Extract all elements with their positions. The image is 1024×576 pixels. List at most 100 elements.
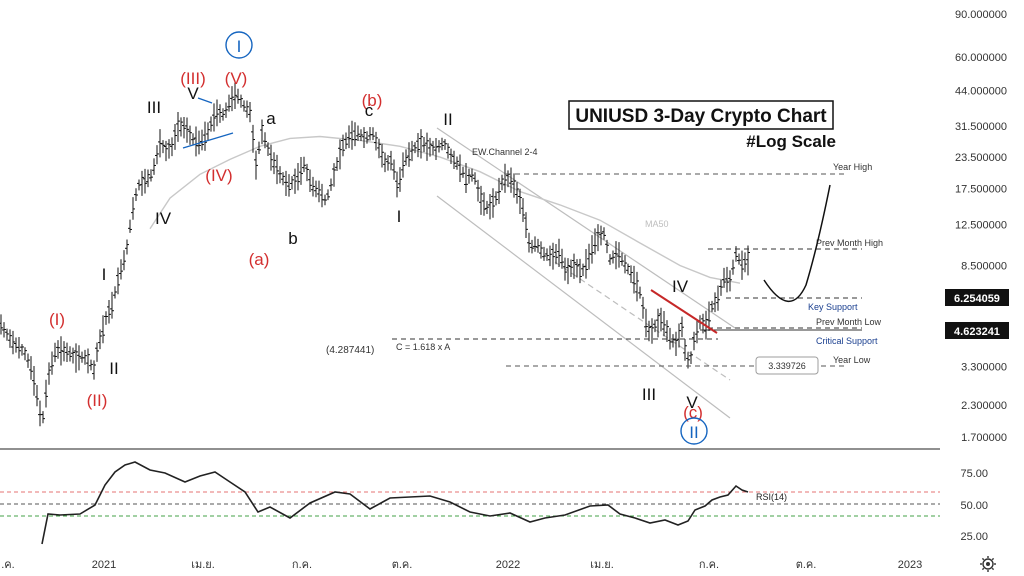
price-bar bbox=[665, 320, 669, 342]
svg-text:III: III bbox=[642, 385, 656, 404]
price-bar bbox=[158, 129, 162, 158]
time-tick-label: 2022 bbox=[496, 559, 520, 571]
wave-label: (b) bbox=[362, 91, 383, 110]
price-bar bbox=[269, 144, 273, 171]
price-bar bbox=[35, 385, 39, 407]
price-bar bbox=[53, 342, 57, 363]
level-year-high: Year High bbox=[506, 162, 872, 175]
price-bar bbox=[266, 142, 270, 157]
price-bar bbox=[692, 331, 696, 351]
time-tick-label: ต.ค. bbox=[392, 559, 413, 571]
ma50-label: MA50 bbox=[645, 219, 669, 229]
price-bar bbox=[620, 252, 624, 266]
price-bar bbox=[521, 198, 525, 223]
price-tick-label: 90.000000 bbox=[955, 9, 1007, 21]
price-bar bbox=[188, 125, 192, 145]
price-bar bbox=[149, 169, 153, 182]
price-bar bbox=[425, 132, 429, 161]
time-tick-label: .ค. bbox=[1, 559, 14, 571]
svg-text:I: I bbox=[102, 265, 107, 284]
price-bar bbox=[101, 315, 105, 344]
svg-text:IV: IV bbox=[672, 277, 689, 296]
time-tick-label: เม.ย. bbox=[191, 559, 215, 571]
wave-label: IV bbox=[672, 277, 689, 296]
price-bar bbox=[713, 292, 717, 313]
level-prev-month-high: Prev Month High bbox=[708, 238, 883, 250]
price-tick-label: 1.700000 bbox=[961, 432, 1007, 444]
svg-text:(V): (V) bbox=[225, 69, 248, 88]
year-low-box: 3.339726 bbox=[755, 356, 819, 375]
price-bar bbox=[62, 341, 66, 362]
price-bar bbox=[473, 172, 477, 185]
price-bar bbox=[299, 156, 303, 185]
price-bar bbox=[116, 267, 120, 295]
price-bar bbox=[419, 129, 423, 159]
price-bar bbox=[605, 239, 609, 254]
price-bar bbox=[695, 320, 699, 344]
price-bar bbox=[497, 177, 501, 204]
price-bar bbox=[338, 139, 342, 170]
price-bar bbox=[236, 88, 240, 104]
projection-value: (4.287441) bbox=[326, 345, 374, 356]
price-bar bbox=[524, 212, 528, 238]
price-bar bbox=[653, 319, 657, 333]
price-bar bbox=[485, 200, 489, 215]
price-bar bbox=[539, 241, 543, 259]
price-bar bbox=[680, 316, 684, 338]
price-bar bbox=[545, 248, 549, 261]
price-bar bbox=[548, 245, 552, 267]
price-bar bbox=[278, 166, 282, 184]
settings-icon[interactable] bbox=[980, 556, 996, 572]
price-bar bbox=[662, 311, 666, 337]
price-bar bbox=[341, 134, 345, 157]
price-bar bbox=[119, 259, 123, 280]
horizontal-levels: Year High Prev Month High Key Support Prev … bbox=[392, 162, 883, 367]
price-bar bbox=[416, 132, 420, 158]
price-bar bbox=[206, 122, 210, 141]
svg-text:4.623241: 4.623241 bbox=[954, 326, 1000, 338]
price-bar bbox=[656, 308, 660, 338]
chart-title: UNIUSD 3-Day Crypto Chart bbox=[575, 106, 827, 127]
price-bar bbox=[437, 140, 441, 153]
svg-text:(I): (I) bbox=[49, 310, 65, 329]
time-tick-label: 2021 bbox=[92, 559, 116, 571]
svg-text:III: III bbox=[147, 98, 161, 117]
price-tick-label: 60.000000 bbox=[955, 52, 1007, 64]
price-bar bbox=[107, 300, 111, 324]
price-bar bbox=[320, 183, 324, 208]
price-bar bbox=[113, 286, 117, 299]
price-bar bbox=[14, 337, 18, 353]
price-bar bbox=[398, 167, 402, 192]
price-bar bbox=[296, 163, 300, 191]
price-bar bbox=[569, 259, 573, 278]
red-trendline bbox=[650, 289, 718, 334]
price-bar bbox=[65, 342, 69, 362]
price-bar bbox=[143, 168, 147, 194]
price-bar bbox=[8, 329, 12, 348]
price-bar bbox=[254, 150, 258, 180]
price-bar bbox=[479, 185, 483, 215]
price-bar bbox=[449, 148, 453, 164]
price-bar bbox=[200, 129, 204, 151]
price-bar bbox=[515, 182, 519, 204]
price-bar bbox=[626, 263, 630, 275]
wave-label: (II) bbox=[87, 391, 108, 410]
price-bar bbox=[359, 129, 363, 141]
price-bar bbox=[407, 142, 411, 167]
svg-text:6.254059: 6.254059 bbox=[954, 293, 1000, 305]
price-bar bbox=[104, 311, 108, 325]
price-bar bbox=[23, 347, 27, 361]
price-bar bbox=[314, 180, 318, 198]
price-bar bbox=[203, 121, 207, 151]
price-bar bbox=[350, 120, 354, 150]
price-bar bbox=[542, 246, 546, 261]
price-bar bbox=[464, 163, 468, 194]
time-tick-label: ต.ค. bbox=[796, 559, 817, 571]
price-bar bbox=[209, 116, 213, 132]
price-bar bbox=[440, 137, 444, 151]
price-bar bbox=[20, 344, 24, 356]
price-bar bbox=[212, 103, 216, 132]
level-prev-month-low: Prev Month Low bbox=[708, 317, 882, 329]
price-bar bbox=[566, 258, 570, 285]
price-bar bbox=[260, 119, 264, 145]
